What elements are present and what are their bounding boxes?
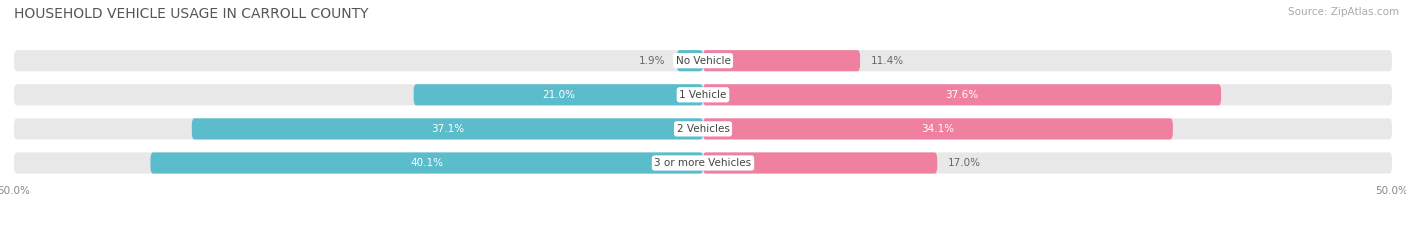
FancyBboxPatch shape xyxy=(703,152,938,174)
FancyBboxPatch shape xyxy=(676,50,703,71)
Text: 1.9%: 1.9% xyxy=(640,56,666,66)
Text: 3 or more Vehicles: 3 or more Vehicles xyxy=(654,158,752,168)
Text: 1 Vehicle: 1 Vehicle xyxy=(679,90,727,100)
FancyBboxPatch shape xyxy=(14,84,1392,105)
Text: Source: ZipAtlas.com: Source: ZipAtlas.com xyxy=(1288,7,1399,17)
FancyBboxPatch shape xyxy=(413,84,703,105)
Text: 37.6%: 37.6% xyxy=(945,90,979,100)
Text: HOUSEHOLD VEHICLE USAGE IN CARROLL COUNTY: HOUSEHOLD VEHICLE USAGE IN CARROLL COUNT… xyxy=(14,7,368,21)
FancyBboxPatch shape xyxy=(14,50,1392,71)
Legend: Owner-occupied, Renter-occupied: Owner-occupied, Renter-occupied xyxy=(595,231,811,233)
FancyBboxPatch shape xyxy=(703,84,1220,105)
Text: 21.0%: 21.0% xyxy=(541,90,575,100)
FancyBboxPatch shape xyxy=(191,118,703,140)
FancyBboxPatch shape xyxy=(14,152,1392,174)
FancyBboxPatch shape xyxy=(703,50,860,71)
Text: No Vehicle: No Vehicle xyxy=(675,56,731,66)
FancyBboxPatch shape xyxy=(150,152,703,174)
FancyBboxPatch shape xyxy=(703,118,1173,140)
FancyBboxPatch shape xyxy=(14,118,1392,140)
Text: 34.1%: 34.1% xyxy=(921,124,955,134)
Text: 11.4%: 11.4% xyxy=(872,56,904,66)
Text: 37.1%: 37.1% xyxy=(430,124,464,134)
Text: 17.0%: 17.0% xyxy=(948,158,981,168)
Text: 2 Vehicles: 2 Vehicles xyxy=(676,124,730,134)
Text: 40.1%: 40.1% xyxy=(411,158,443,168)
